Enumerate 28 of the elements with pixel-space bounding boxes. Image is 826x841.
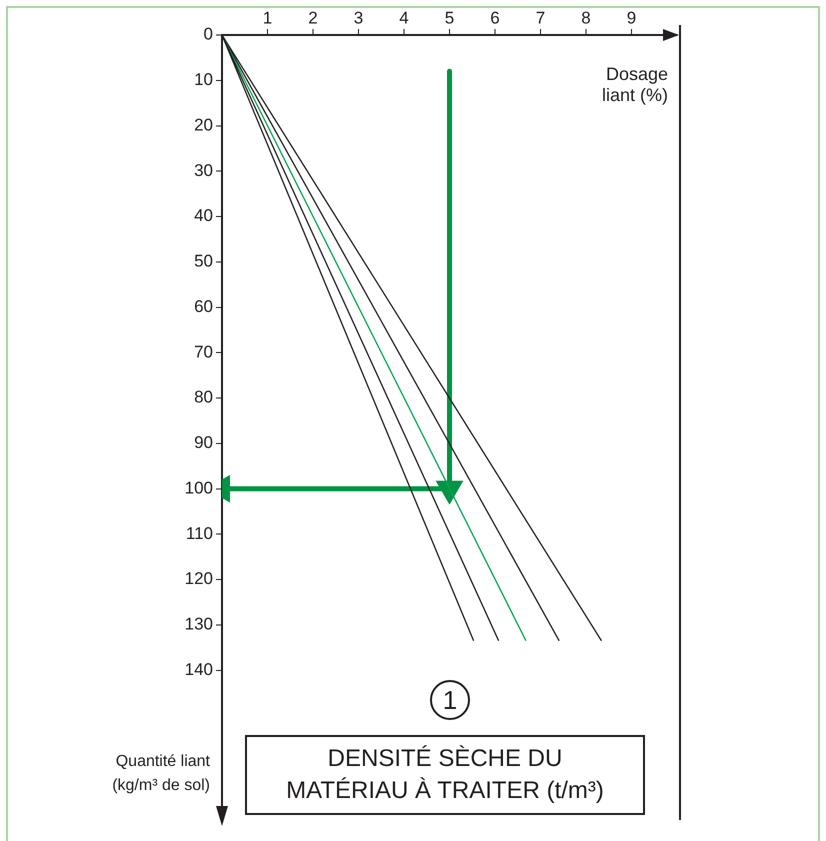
x-tick-label: 5 xyxy=(444,8,454,28)
x-tick-label: 9 xyxy=(626,8,636,28)
x-tick-label: 7 xyxy=(536,8,546,28)
y-tick-label: 0 xyxy=(204,24,213,44)
y-tick-label: 40 xyxy=(194,206,213,226)
y-tick-label: 140 xyxy=(184,660,213,679)
annotation: 1 xyxy=(430,680,470,720)
x-tick-label: 6 xyxy=(490,8,500,28)
y-tick-label: 10 xyxy=(194,70,213,90)
y-tick-label: 130 xyxy=(184,614,213,634)
annotation: DENSITÉ SÈCHE DU MATÉRIAU À TRAITER (t/m³) xyxy=(245,735,645,815)
x-tick-label: 3 xyxy=(354,8,364,28)
x-tick-label: 1 xyxy=(262,8,272,28)
y-tick-label: 20 xyxy=(194,115,213,134)
y-tick-label: 70 xyxy=(194,342,213,362)
x-tick-label: 2 xyxy=(308,8,318,28)
x-tick-label: 8 xyxy=(581,8,591,28)
y-tick-label: 100 xyxy=(184,478,213,498)
x-tick-label: 4 xyxy=(399,8,409,28)
y-tick-label: 60 xyxy=(194,296,213,316)
y-tick-label: 30 xyxy=(194,160,213,180)
y-tick-label: 80 xyxy=(194,388,213,407)
y-tick-label: 90 xyxy=(194,433,213,452)
y-tick-label: 120 xyxy=(184,569,213,588)
x-axis-title: Dosage liant (%) xyxy=(600,64,668,106)
y-axis-title: Quantité liant (kg/m³ de sol) xyxy=(111,752,210,796)
y-tick-label: 50 xyxy=(194,252,213,271)
y-tick-label: 110 xyxy=(186,524,213,543)
